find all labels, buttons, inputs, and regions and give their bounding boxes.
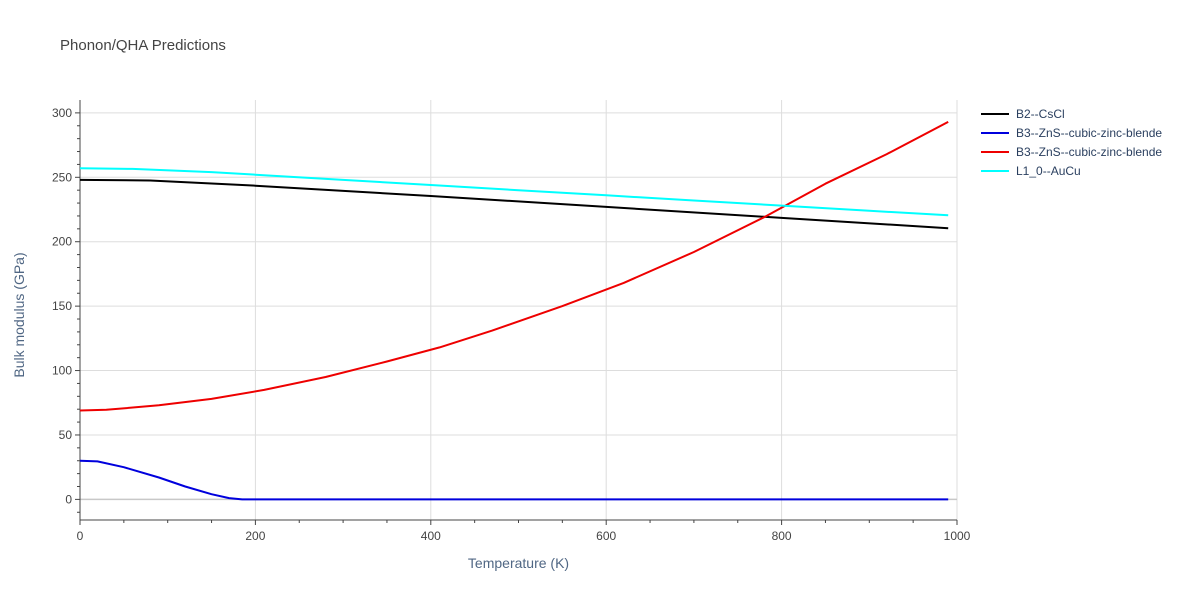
chart-title: Phonon/QHA Predictions	[60, 37, 226, 54]
series-line-3	[79, 167, 949, 217]
legend-item-2[interactable]: B3--ZnS--cubic-zinc-blende	[981, 145, 1162, 159]
x-tick-label: 0	[77, 529, 84, 543]
y-tick-label: 50	[59, 428, 73, 442]
x-axis-title: Temperature (K)	[468, 555, 569, 571]
y-tick-label: 0	[65, 492, 72, 506]
legend-label: L1_0--AuCu	[1016, 164, 1081, 178]
series-line-2	[79, 121, 949, 412]
legend-item-0[interactable]: B2--CsCl	[981, 107, 1065, 121]
legend-label: B3--ZnS--cubic-zinc-blende	[1016, 145, 1162, 159]
legend-label: B2--CsCl	[1016, 107, 1065, 121]
axes-layer: 0 200 400 600 800 1000 0 50 100 150 200 250 300	[52, 100, 971, 543]
series-line-1	[79, 459, 949, 501]
series-line-0	[79, 178, 949, 230]
y-tick-label: 300	[52, 106, 72, 120]
y-axis-title: Bulk modulus (GPa)	[11, 252, 27, 377]
x-tick-label: 400	[421, 529, 441, 543]
x-tick-label: 600	[596, 529, 616, 543]
legend-label: B3--ZnS--cubic-zinc-blende	[1016, 126, 1162, 140]
x-tick-label: 800	[772, 529, 792, 543]
y-tick-label: 200	[52, 235, 72, 249]
legend-item-3[interactable]: L1_0--AuCu	[981, 164, 1081, 178]
legend: B2--CsCl B3--ZnS--cubic-zinc-blende B3--Zn…	[981, 107, 1162, 178]
grid-layer	[80, 100, 958, 520]
series-layer	[79, 121, 949, 501]
x-tick-label: 1000	[944, 529, 971, 543]
x-tick-label: 200	[245, 529, 265, 543]
y-tick-label: 150	[52, 299, 72, 313]
y-tick-label: 250	[52, 170, 72, 184]
y-tick-label: 100	[52, 364, 72, 378]
legend-item-1[interactable]: B3--ZnS--cubic-zinc-blende	[981, 126, 1162, 140]
